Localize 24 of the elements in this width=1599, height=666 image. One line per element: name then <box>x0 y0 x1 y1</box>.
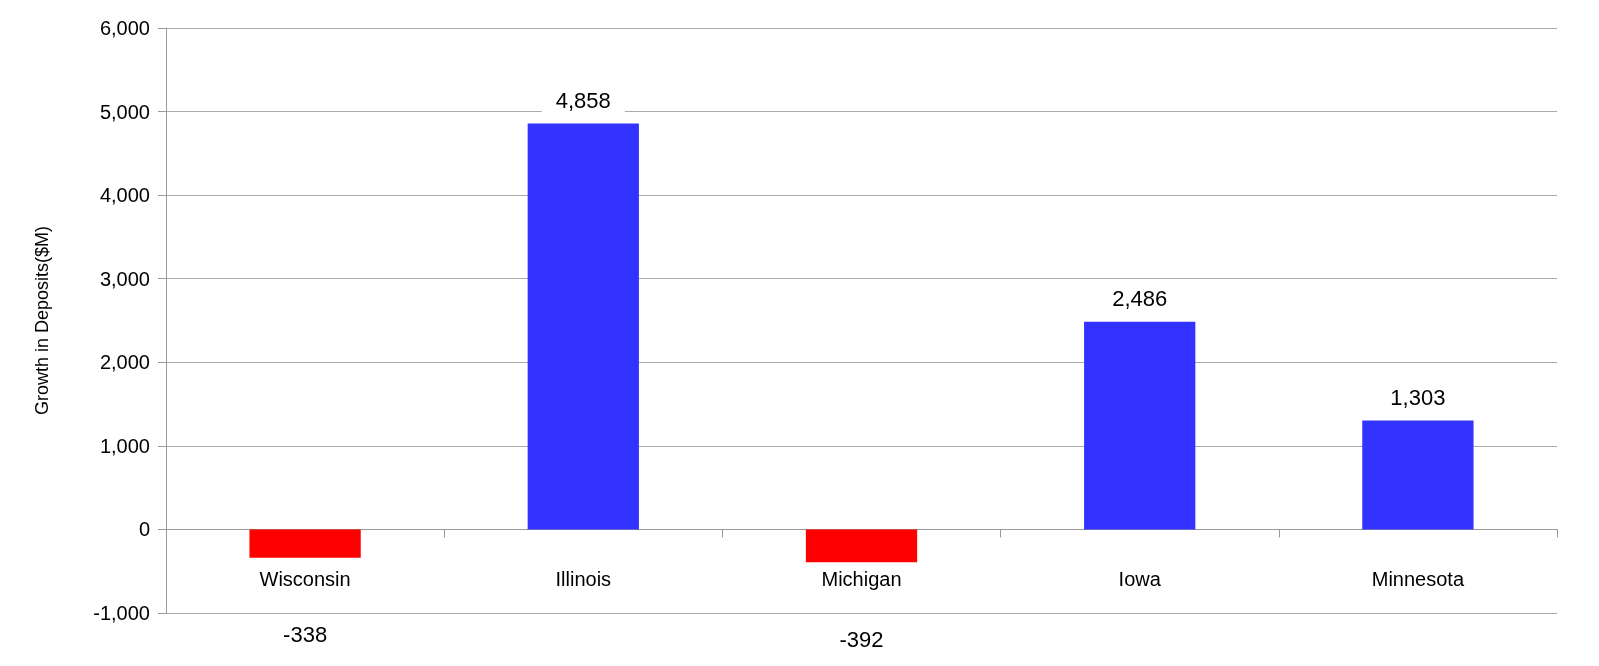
y-tick-label: 4,000 <box>99 184 150 207</box>
data-label: -338 <box>283 622 328 648</box>
x-tick-label: Illinois <box>555 568 612 591</box>
y-tick-label: 5,000 <box>99 100 150 123</box>
y-axis-title: Growth in Deposits($M) <box>32 225 52 416</box>
y-tick-label: 2,000 <box>99 351 150 374</box>
y-tick-label: 3,000 <box>99 267 150 290</box>
x-tick-label: Minnesota <box>1371 568 1465 591</box>
bar <box>1362 420 1474 530</box>
y-tick-label: 1,000 <box>99 434 150 457</box>
y-tick-label: 6,000 <box>99 17 150 39</box>
data-label: 1,303 <box>1390 385 1446 411</box>
x-tick-label: Wisconsin <box>259 568 351 591</box>
data-label: 4,858 <box>555 87 611 113</box>
bar <box>249 529 361 558</box>
x-tick-label: Iowa <box>1118 568 1162 591</box>
data-label: 2,486 <box>1112 286 1168 312</box>
bar <box>1084 321 1196 530</box>
y-tick-label: -1,000 <box>93 602 150 624</box>
x-tick-label: Michigan <box>821 568 902 591</box>
bar <box>527 123 639 530</box>
y-tick-label: 0 <box>138 518 150 541</box>
data-label: -392 <box>839 626 884 652</box>
bar <box>805 529 918 563</box>
